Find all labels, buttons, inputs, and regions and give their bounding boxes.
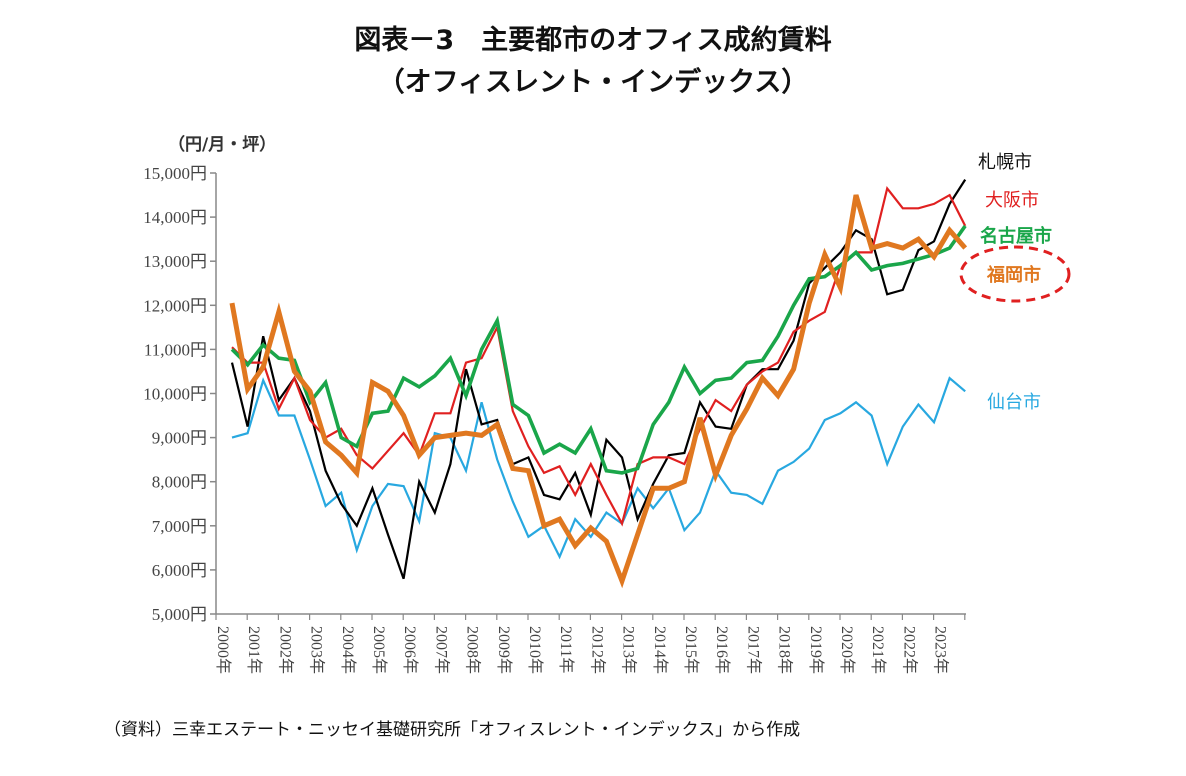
y-tick-label: 13,000円 — [143, 252, 207, 271]
x-tick-label: 2008年 — [464, 626, 482, 674]
chart-title: 図表－3 主要都市のオフィス成約賃料 — [354, 25, 832, 56]
x-tick-label: 2000年 — [214, 626, 232, 674]
y-tick-label: 15,000円 — [143, 164, 207, 183]
x-axis-ticks: 2000年 2001年 2002年 2003年 2004年 2005年 2006年 2007年… — [214, 614, 966, 674]
legend-label-1: 大阪市 — [985, 190, 1039, 211]
y-tick-label: 12,000円 — [143, 296, 207, 315]
y-tick-label: 7,000円 — [152, 517, 207, 536]
x-tick-label: 2012年 — [588, 626, 606, 674]
x-tick-label: 2013年 — [620, 626, 638, 674]
x-tick-label: 2023年 — [932, 626, 950, 674]
x-tick-label: 2020年 — [838, 626, 856, 674]
y-axis-ticks: 5,000円 6,000円 7,000円 8,000円 9,000円 10,000円 11,… — [143, 164, 216, 624]
y-tick-label: 10,000円 — [143, 385, 207, 404]
x-tick-label: 2022年 — [900, 626, 918, 674]
x-tick-label: 2021年 — [869, 626, 887, 674]
x-tick-label: 2001年 — [245, 626, 263, 674]
legend-label-4: 仙台市 — [987, 392, 1041, 413]
chart-subtitle: （オフィスレント・インデックス） — [377, 67, 809, 98]
series-line-2 — [230, 224, 967, 475]
y-tick-label: 5,000円 — [152, 605, 207, 624]
x-tick-label: 2018年 — [776, 626, 794, 674]
y-axis-unit-label: （円/月・坪） — [168, 135, 277, 155]
y-tick-label: 9,000円 — [152, 429, 207, 448]
x-tick-label: 2010年 — [526, 626, 544, 674]
y-tick-label: 11,000円 — [144, 340, 207, 359]
x-tick-label: 2006年 — [401, 626, 419, 674]
legend-label-3: 福岡市 — [986, 264, 1041, 286]
y-tick-label: 8,000円 — [152, 473, 207, 492]
highlight-ellipse — [959, 245, 1071, 303]
y-tick-label: 14,000円 — [143, 208, 207, 227]
legend-label-0: 札幌市 — [978, 152, 1032, 173]
source-note: （資料）三幸エステート・ニッセイ基礎研究所「オフィスレント・インデックス」から作… — [104, 720, 801, 740]
series-line-3 — [229, 194, 968, 589]
y-tick-label: 6,000円 — [152, 561, 207, 580]
x-tick-label: 2004年 — [339, 626, 357, 674]
x-tick-label: 2011年 — [557, 626, 575, 673]
x-tick-label: 2014年 — [651, 626, 669, 674]
legend-label-2: 名古屋市 — [980, 225, 1052, 247]
x-tick-label: 2007年 — [432, 626, 450, 674]
x-tick-label: 2017年 — [744, 626, 762, 674]
x-tick-label: 2002年 — [276, 626, 294, 674]
x-tick-label: 2003年 — [308, 626, 326, 674]
x-tick-label: 2019年 — [807, 626, 825, 674]
x-tick-label: 2015年 — [682, 626, 700, 674]
x-tick-label: 2005年 — [370, 626, 388, 674]
series-line-4 — [231, 376, 966, 560]
x-tick-label: 2009年 — [495, 626, 513, 674]
x-tick-label: 2016年 — [713, 626, 731, 674]
series-lines — [229, 179, 968, 589]
series-line-0 — [230, 179, 967, 580]
